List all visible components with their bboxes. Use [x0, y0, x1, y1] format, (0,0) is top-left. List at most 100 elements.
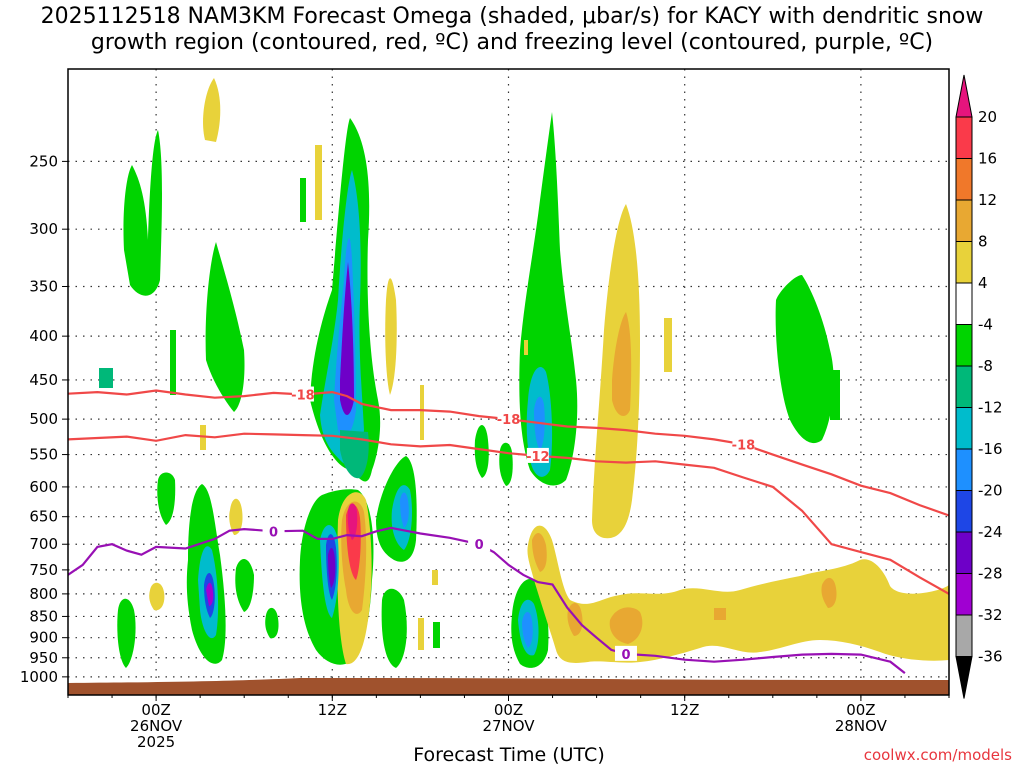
omega-shading — [99, 78, 949, 668]
omega-cell-orange — [609, 607, 643, 644]
y-tick-label: 950 — [29, 649, 58, 667]
y-tick-label: 750 — [29, 561, 58, 579]
omega-cell-green — [235, 558, 254, 612]
colorbar-label: -12 — [978, 399, 1003, 417]
freezing-level-label-bg — [468, 536, 491, 552]
colorbar-swatch — [955, 448, 973, 491]
freezing-level-label: 0 — [475, 538, 484, 553]
omega-cell-orange — [821, 577, 837, 608]
omega-cell-yellow — [315, 145, 322, 220]
omega-cell-orange — [612, 312, 632, 416]
contour-labels: -18 -18 -18 -12 0 0 0 — [262, 386, 756, 663]
dgz-bottom-label: -12 — [526, 450, 550, 465]
y-tick-label: 450 — [29, 371, 58, 389]
omega-cell-yellow — [420, 385, 424, 440]
colorbar-label: -4 — [978, 316, 993, 334]
colorbar: 20 16 12 8 4 -4 -8 -12 -16 -20 -24 -28 -32 -36 — [955, 74, 1003, 699]
omega-cell-green — [157, 472, 176, 525]
x-tick-label: 00Z — [141, 701, 170, 719]
omega-cell-blue — [400, 492, 409, 528]
credit-text: coolwx.com/models — [863, 746, 1012, 764]
colorbar-label: -8 — [978, 357, 993, 375]
colorbar-swatch — [955, 614, 973, 657]
omega-cell-purple — [340, 262, 354, 415]
omega-cell-green — [265, 607, 279, 639]
omega-cell-orange — [714, 608, 726, 620]
colorbar-label: 8 — [978, 233, 988, 251]
colorbar-label: -36 — [978, 648, 1003, 666]
y-tick-label: 400 — [29, 327, 58, 345]
freezing-level-label: 0 — [269, 525, 278, 540]
dgz-top-label: -18 — [732, 438, 756, 453]
x-tick-label: 26NOV — [130, 717, 183, 735]
omega-cell-green — [433, 622, 440, 648]
dgz-bottom-line — [68, 432, 949, 595]
x-tick-label: 00Z — [846, 701, 875, 719]
omega-cell-green — [340, 430, 369, 479]
y-tick-label: 900 — [29, 629, 58, 647]
omega-cell-green — [830, 370, 840, 420]
freezing-level-label-bg — [614, 645, 637, 661]
colorbar-swatch — [955, 199, 973, 242]
colorbar-label: -28 — [978, 565, 1003, 583]
omega-cell-green — [381, 588, 407, 668]
x-tick-label: 12Z — [670, 701, 699, 719]
colorbar-swatch — [955, 158, 973, 201]
omega-cell-yellow — [229, 498, 243, 535]
omega-cell-blue — [522, 611, 533, 648]
omega-cell-purple — [328, 548, 336, 588]
omega-cell-green — [99, 368, 113, 388]
x-tick-label: 12Z — [318, 701, 347, 719]
omega-cell-purple — [206, 582, 214, 606]
title-line-2: growth region (contoured, red, ºC) and f… — [90, 30, 934, 55]
colorbar-swatch — [955, 116, 973, 159]
colorbar-swatch — [955, 531, 973, 574]
y-tick-label: 350 — [29, 277, 58, 295]
y-tick-label: 850 — [29, 607, 58, 625]
colorbar-swatch — [955, 573, 973, 616]
y-axis: 250 300 350 400 450 500 550 600 650 700 750 800 850 9… — [20, 152, 68, 686]
omega-cell-green — [205, 242, 245, 412]
omega-cell-magenta — [347, 503, 358, 540]
colorbar-swatch — [955, 241, 973, 284]
omega-cell-orange — [532, 533, 547, 572]
dgz-top-label-bg — [732, 436, 755, 452]
freezing-level-label-bg — [262, 523, 285, 539]
colorbar-label: 16 — [978, 150, 997, 168]
omega-cell-yellow — [149, 582, 165, 611]
dgz-top-label-bg — [291, 386, 314, 402]
dgz-top-label: -18 — [497, 413, 521, 428]
colorbar-label: -20 — [978, 482, 1003, 500]
colorbar-label: -16 — [978, 440, 1003, 458]
colorbar-top-arrow — [955, 74, 973, 118]
omega-cell-green — [474, 425, 489, 478]
colorbar-label: 4 — [978, 274, 988, 292]
y-tick-label: 700 — [29, 535, 58, 553]
omega-cell-yellow — [203, 78, 221, 142]
x-tick-label: 00Z — [494, 701, 523, 719]
dgz-bottom-label-bg — [526, 447, 549, 463]
colorbar-swatch — [955, 282, 973, 325]
x-tick-label: 2025 — [137, 733, 175, 751]
freezing-level-label: 0 — [621, 648, 630, 663]
dgz-top-label: -18 — [291, 389, 315, 404]
chart-title: 2025112518 NAM3KM Forecast Omega (shaded… — [0, 4, 1024, 56]
y-tick-label: 300 — [29, 220, 58, 238]
omega-cell-green — [123, 130, 162, 296]
colorbar-bottom-arrow — [955, 656, 973, 699]
colorbar-label: 12 — [978, 191, 997, 209]
terrain-strip — [68, 678, 949, 695]
colorbar-label: -24 — [978, 523, 1003, 541]
omega-cell-yellow — [664, 318, 672, 372]
y-tick-label: 650 — [29, 508, 58, 526]
omega-cell-yellow — [524, 340, 528, 355]
x-tick-label: 27NOV — [482, 717, 535, 735]
y-tick-label: 250 — [29, 152, 58, 170]
freezing-level-line — [68, 526, 906, 674]
omega-cell-yellow — [432, 570, 438, 585]
omega-cell-green — [775, 275, 834, 444]
y-tick-label: 600 — [29, 478, 58, 496]
omega-cell-green — [117, 598, 136, 668]
